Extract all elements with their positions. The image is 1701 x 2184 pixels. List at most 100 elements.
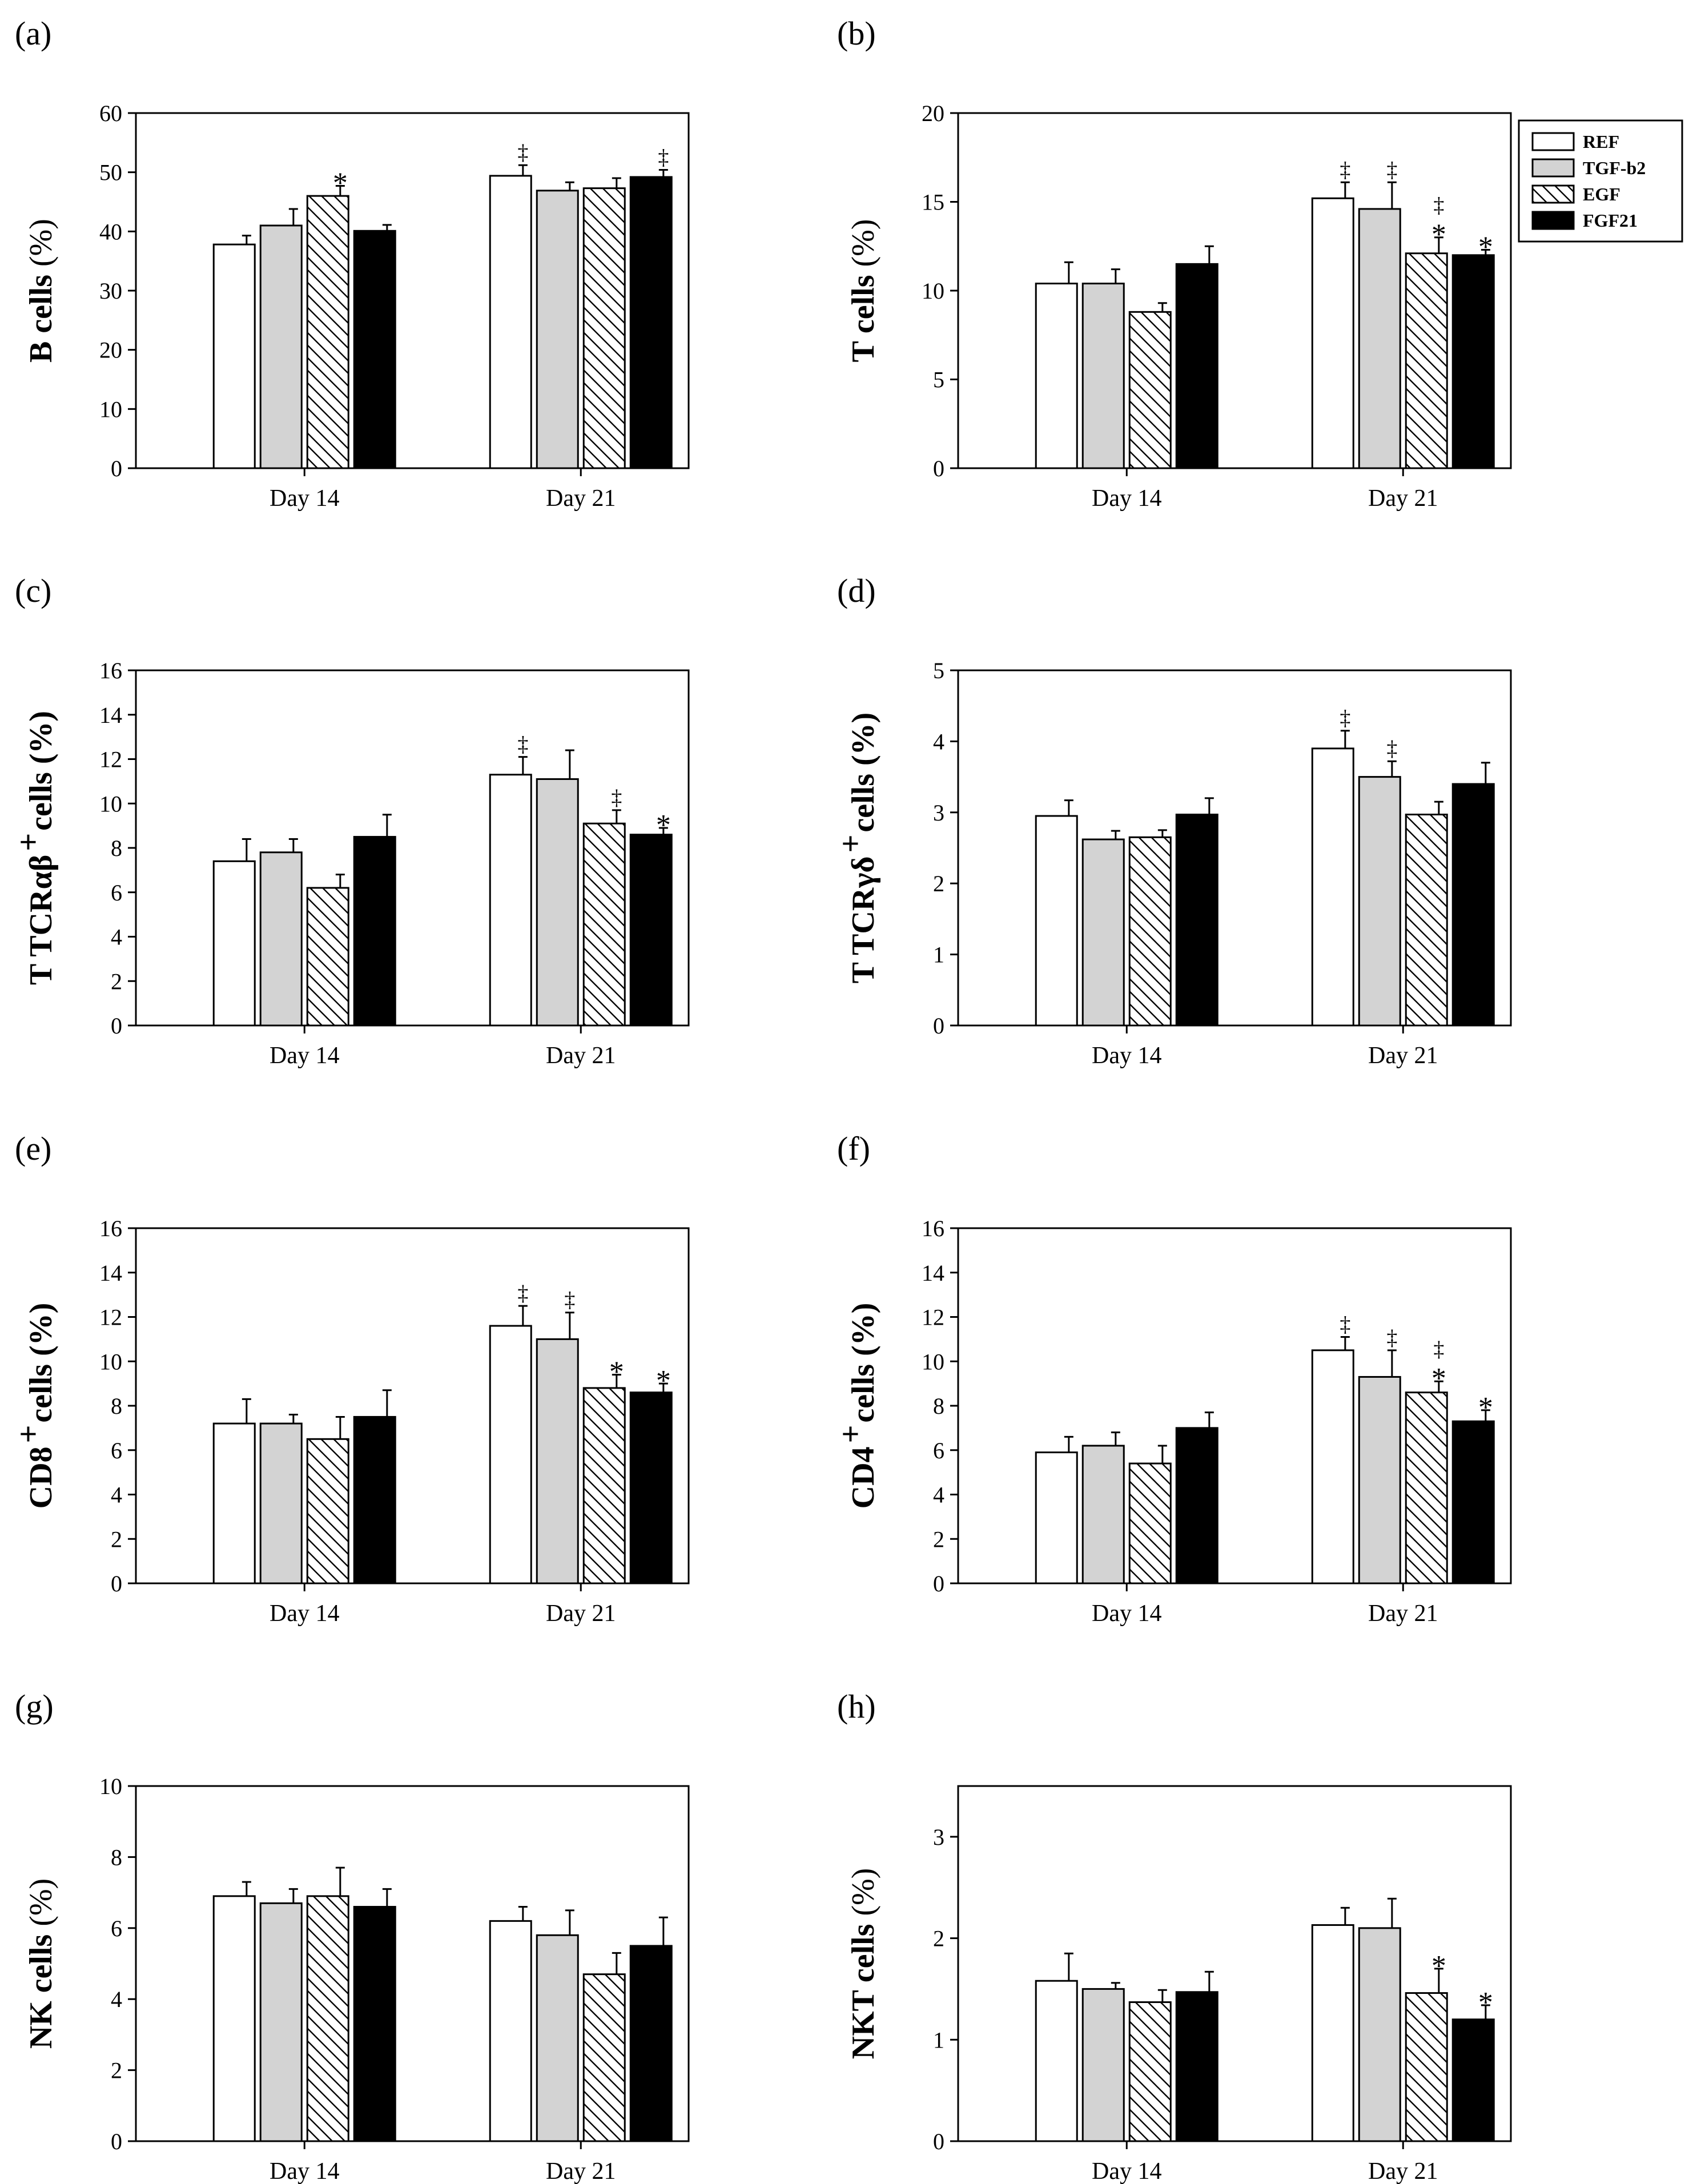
y-tick-label: 10 [922,1349,944,1374]
bar-tgf-b2 [536,778,579,1027]
y-tick-label: 6 [111,1438,122,1463]
y-tick-label: 10 [99,1773,122,1799]
bar-ref [212,860,256,1027]
y-tick-label: 15 [922,190,944,215]
y-axis-title-main: T cells [846,275,881,362]
bar-egf [306,1895,349,2142]
y-axis-title-unit: cells (%) [23,711,59,831]
significance-double-dagger: ‡ [611,786,622,810]
bar-egf [1405,1391,1448,1584]
significance-double-dagger: ‡ [1433,194,1444,218]
y-axis-title-main: T TCRαβ [23,855,59,985]
y-axis-title-main: CD4 [846,1446,881,1509]
bar-tgf-b2 [1081,838,1125,1027]
bar-tgf-b2 [1358,208,1401,469]
significance-double-dagger: ‡ [1340,1312,1350,1336]
bar-fgf21 [353,1905,396,2142]
y-tick-label: 8 [111,835,122,861]
y-tick-label: 10 [922,278,944,304]
significance-double-dagger: ‡ [517,140,528,164]
bar-egf [306,887,349,1027]
y-tick-label: 0 [111,1571,122,1596]
bar-egf [582,1387,626,1584]
panel-letter: (g) [15,1688,54,1725]
y-tick-label: 0 [111,1013,122,1039]
y-tick-label: 4 [111,1482,122,1508]
bar-fgf21 [1175,814,1219,1027]
panel-f: (f) 0 2 4 6 8 10 12 14 16 Day 14 Day 21 CD4 + cells (%… [833,1130,1512,1627]
bar-ref [212,243,256,469]
x-category-label: Day 21 [1368,1043,1438,1069]
significance-star: * [1431,1950,1446,1982]
y-axis-title-unit: (%) [846,219,881,275]
y-tick-label: 50 [99,160,122,186]
y-tick-label: 12 [99,1305,122,1330]
y-axis-title-unit: cells (%) [23,1303,59,1423]
y-tick-label: 60 [99,100,122,126]
legend-label: EGF [1583,184,1620,204]
significance-double-dagger: ‡ [517,1281,528,1305]
y-tick-label: 0 [933,1571,944,1596]
bar-fgf21 [629,176,673,469]
legend-swatch-egf [1531,184,1575,204]
significance-star: * [1431,1362,1446,1395]
y-tick-label: 5 [933,658,944,683]
bar-ref [1311,1349,1354,1584]
significance-star: * [1478,1986,1493,2019]
legend-label: FGF21 [1583,210,1638,231]
y-tick-label: 8 [111,1844,122,1870]
panel-letter: (d) [837,572,876,609]
y-tick-label: 0 [933,2129,944,2154]
y-tick-label: 1 [933,2027,944,2053]
panel-letter: (a) [15,15,51,52]
bar-ref [1311,747,1354,1027]
y-axis-title-main: B cells [23,275,59,363]
bar-tgf-b2 [259,224,303,469]
panel-e: (e) 0 2 4 6 8 10 12 14 16 Day 14 Day 21 CD8 + cells (%… [11,1130,690,1627]
panel-letter: (f) [837,1130,870,1167]
legend-label: REF [1583,131,1619,152]
y-tick-label: 6 [111,1916,122,1941]
significance-double-dagger: ‡ [1340,158,1350,182]
significance-double-dagger: ‡ [564,1288,575,1312]
y-tick-label: 3 [933,1824,944,1850]
bar-egf [582,187,626,469]
bar-ref [1035,815,1078,1027]
significance-star: * [609,1356,624,1389]
legend-swatch-fgf21 [1531,211,1575,230]
y-tick-label: 3 [933,800,944,826]
y-axis-title-sup: + [833,1425,868,1443]
x-category-label: Day 21 [546,485,616,512]
legend: REF TGF-b2 EGF FGF21 [1518,119,1683,243]
y-axis-title-unit: (%) [23,219,59,275]
bar-fgf21 [1451,2018,1495,2142]
y-tick-label: 8 [933,1393,944,1419]
legend-swatch-ref [1531,132,1575,151]
y-axis-title: CD4 + cells (%) [833,1303,881,1509]
y-axis-title-sup: + [11,1425,46,1443]
y-axis-title-sup: + [11,833,46,851]
significance-double-dagger: ‡ [1386,1326,1397,1350]
bar-egf [306,195,349,469]
y-axis-title-main: CD8 [23,1446,59,1509]
bar-fgf21 [1175,263,1219,469]
plot-frame [135,1785,690,2142]
bar-egf [1405,252,1448,469]
y-tick-label: 2 [933,1526,944,1552]
y-tick-label: 0 [111,2129,122,2154]
bar-ref [1035,283,1078,469]
y-tick-label: 0 [111,456,122,481]
bar-tgf-b2 [1081,1988,1125,2142]
y-axis-title-unit: (%) [846,1868,881,1924]
significance-star: * [333,167,348,200]
panel-letter: (b) [837,15,876,52]
y-axis-title: T cells (%) [846,219,881,363]
y-tick-label: 20 [922,100,944,126]
bar-egf [1128,1462,1172,1584]
significance-double-dagger: ‡ [1433,1337,1444,1361]
y-tick-label: 4 [111,924,122,950]
bar-egf [1128,311,1172,469]
bar-tgf-b2 [259,1422,303,1584]
